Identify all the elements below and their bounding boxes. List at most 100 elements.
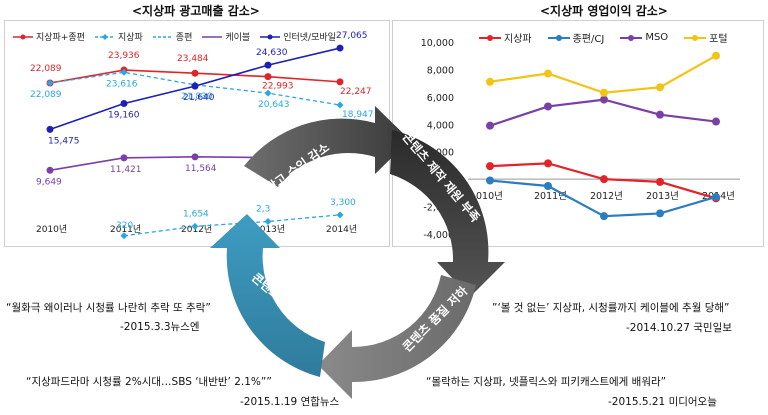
y-tick-label: -4,000 [423, 230, 454, 241]
series-line [123, 214, 341, 237]
news-source-2: -2015.1.19 연합뉴스 [240, 396, 340, 408]
legend-label: 종편 [175, 33, 193, 43]
left-chart-title: <지상파 광고매출 감소> [132, 4, 260, 18]
data-label: 1,654 [183, 209, 209, 219]
data-point [120, 154, 128, 162]
data-label: 21,830 [181, 92, 213, 102]
data-point [264, 73, 272, 81]
data-label: 11,421 [110, 165, 142, 175]
legend-item: 케이블 [202, 30, 250, 43]
data-label: 27,065 [336, 31, 368, 41]
data-point [544, 182, 552, 190]
data-point [336, 78, 344, 86]
x-tick-label: 2011년 [534, 191, 567, 202]
legend-item: 포털 [684, 30, 728, 45]
legend-label: 지상파 [504, 34, 532, 45]
legend-label: 지상파 [117, 33, 143, 43]
cycle-segment-left [210, 214, 325, 377]
legend-label: 인터넷/모바일 [283, 33, 336, 43]
data-point [191, 69, 199, 77]
legend-item: 인터넷/모바일 [260, 30, 336, 43]
y-tick-label: 4,000 [427, 120, 454, 131]
x-tick-label: 2011년 [110, 224, 141, 235]
data-point [120, 68, 128, 76]
data-point [120, 232, 128, 240]
x-tick-label: 010년 [476, 191, 503, 202]
data-point [264, 218, 272, 226]
data-label: 9,649 [36, 177, 62, 187]
data-point [544, 102, 552, 111]
data-point [600, 95, 608, 104]
legend-label: 케이블 [225, 33, 251, 43]
data-point [486, 121, 494, 130]
data-point [712, 117, 720, 126]
data-label: 23,936 [108, 51, 140, 61]
legend-label: MSO [645, 32, 669, 43]
cycle-segment-bottom [318, 275, 476, 399]
data-point [191, 222, 199, 230]
y-tick-label: 10,000 [421, 38, 454, 49]
legend-label: 포털 [709, 34, 728, 45]
news-quote-2: “지상파드라마 시청률 2%시대…SBS ‘내반반’ 2.1%”” [26, 376, 272, 388]
data-label: 21,640 [183, 93, 215, 103]
legend-item: 지상파 [94, 30, 143, 43]
legend-item: 종편/CJ [547, 30, 605, 45]
data-point [264, 89, 272, 97]
right-chart-legend: 지상파 종편/CJ MSO 포털 [479, 30, 728, 45]
series-line [49, 71, 341, 106]
data-point [600, 88, 608, 97]
data-point [712, 192, 720, 201]
legend-label: 종편/CJ [572, 34, 605, 45]
data-point [656, 83, 664, 92]
x-tick-label: 2012년 [590, 191, 623, 202]
data-label: 19,160 [108, 111, 140, 121]
x-tick-label: 2014년 [326, 224, 357, 235]
data-point [46, 125, 54, 133]
data-label: 3,300 [330, 198, 356, 208]
data-label: 22,089 [30, 64, 62, 74]
data-label: 24,630 [256, 48, 288, 58]
cycle-segment-top [244, 106, 410, 187]
data-point [712, 51, 720, 60]
news-quote-4: “몰락하는 지상파, 넷플릭스와 피키캐스트에게 배워라” [426, 376, 667, 388]
news-quote-1: “월화극 왜이러나 시청률 나란히 추락 또 추락” [6, 302, 211, 314]
y-tick-label: 6,000 [427, 93, 454, 104]
data-label: 23,484 [177, 54, 209, 64]
data-point [46, 79, 54, 87]
data-point [600, 175, 608, 184]
x-tick-label: 2012년 [181, 224, 212, 235]
data-point [46, 166, 54, 174]
legend-item: 종편 [152, 30, 193, 43]
data-label: 11,564 [185, 164, 217, 174]
x-tick-label: 2013년 [646, 191, 679, 202]
news-source-3: -2014.10.27 국민일보 [626, 322, 732, 334]
right-chart-title: <지상파 영업이익 감소> [540, 4, 668, 18]
data-label: 320 [116, 221, 133, 231]
legend-label: 지상파+종편 [36, 33, 85, 43]
data-point [544, 69, 552, 78]
data-point [486, 77, 494, 86]
data-label: 22,247 [340, 87, 372, 97]
data-label: 20,643 [258, 100, 290, 110]
data-label: 22,993 [262, 82, 294, 92]
news-source-4: -2015.5.21 미디어오늘 [608, 396, 717, 408]
data-point [336, 101, 344, 109]
news-quote-3: ”‘볼 것 없는’ 지상파, 시청률까지 케이블에 추월 당해” [492, 302, 730, 314]
data-point [486, 162, 494, 171]
data-point [544, 159, 552, 168]
legend-item: MSO [620, 32, 668, 43]
left-chart-legend: 지상파+종편 지상파 종편 케이블 인터넷/모바일 [13, 30, 336, 43]
data-label: 22,089 [30, 90, 62, 100]
data-point [191, 82, 199, 90]
data-point [656, 209, 664, 218]
x-tick-label: 2010년 [36, 224, 67, 235]
y-tick-label: 8,000 [427, 65, 454, 76]
x-tick-label: 2013년 [254, 224, 285, 235]
data-point [120, 100, 128, 108]
data-point [336, 44, 344, 52]
data-point [600, 212, 608, 221]
data-point [656, 110, 664, 119]
data-label: 18,947 [342, 110, 374, 120]
